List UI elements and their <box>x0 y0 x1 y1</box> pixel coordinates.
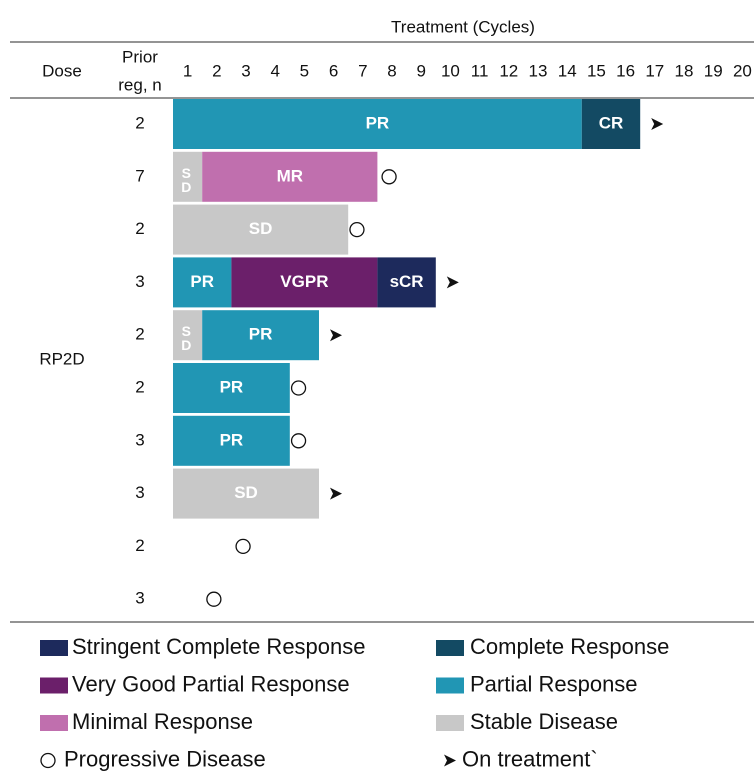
x-tick-label: 11 <box>471 61 489 80</box>
response-segment <box>202 151 378 202</box>
x-tick-label: 16 <box>616 61 635 80</box>
x-tick-label: 6 <box>329 61 338 80</box>
prior-header: Prior <box>122 47 158 66</box>
segment-label: CR <box>599 113 624 132</box>
prior-header: reg, n <box>118 75 161 94</box>
response-segment <box>377 257 436 308</box>
segment-label: SD <box>234 483 258 502</box>
response-segment <box>202 310 319 361</box>
legend-label: Complete Response <box>470 634 669 659</box>
legend-swatch <box>436 715 464 731</box>
legend-label: Stable Disease <box>470 709 618 734</box>
x-tick-label: 19 <box>704 61 723 80</box>
response-segment <box>173 415 290 466</box>
x-tick-label: 1 <box>183 61 192 80</box>
x-tick-label: 8 <box>387 61 396 80</box>
prior-regimens: 2 <box>135 536 144 555</box>
segment-label: SD <box>178 323 194 351</box>
x-tick-label: 13 <box>529 61 548 80</box>
segment-label: MR <box>277 166 303 185</box>
response-segment <box>173 468 319 519</box>
x-tick-label: 12 <box>499 61 518 80</box>
progressive-disease <box>290 380 307 396</box>
prior-regimens: 3 <box>135 272 144 291</box>
progressive-disease <box>290 433 307 449</box>
x-tick-label: 3 <box>241 61 250 80</box>
on-treatment-arrow <box>446 276 459 289</box>
x-tick-label: 7 <box>358 61 367 80</box>
response-segment <box>173 151 203 202</box>
progressive-disease <box>349 221 365 238</box>
prior-regimens: 2 <box>135 377 144 396</box>
x-tick-label: 20 <box>733 61 752 80</box>
prior-regimens: 2 <box>135 113 144 132</box>
response-segment <box>173 310 203 361</box>
segment-label: SD <box>249 219 273 238</box>
legend-swatch <box>40 715 68 731</box>
legend-swatch <box>40 640 68 656</box>
on-treatment-arrow <box>444 754 456 767</box>
progressive-disease <box>381 169 397 185</box>
response-segment <box>173 257 232 308</box>
response-segment <box>173 99 582 149</box>
legend-label: Very Good Partial Response <box>72 671 350 696</box>
progressive-disease <box>206 591 222 607</box>
segment-label: PR <box>190 272 214 291</box>
prior-regimens: 7 <box>135 166 144 185</box>
on-treatment-arrow <box>330 329 342 342</box>
segment-label: VGPR <box>280 272 328 291</box>
chart-title: Treatment (Cycles) <box>391 17 535 36</box>
response-segment <box>173 363 290 413</box>
response-segment <box>173 204 349 255</box>
segment-label: PR <box>366 113 390 132</box>
prior-regimens: 3 <box>135 483 144 502</box>
segment-label: PR <box>220 430 244 449</box>
progressive-disease <box>235 538 251 555</box>
legend-label: Progressive Disease <box>64 746 266 771</box>
response-segment <box>231 257 378 308</box>
x-tick-label: 9 <box>416 61 425 80</box>
legend-label: Minimal Response <box>72 709 253 734</box>
x-tick-label: 10 <box>441 61 460 80</box>
x-tick-label: 17 <box>645 61 664 80</box>
x-tick-label: 18 <box>675 61 694 80</box>
x-tick-label: 14 <box>558 61 577 80</box>
x-tick-label: 2 <box>212 61 221 80</box>
segment-label: PR <box>249 325 273 344</box>
response-segment <box>581 99 641 149</box>
segment-label: sCR <box>390 272 424 291</box>
x-tick-label: 5 <box>300 61 309 80</box>
legend-label: Stringent Complete Response <box>72 634 366 659</box>
segment-label: SD <box>178 165 194 193</box>
legend-swatch <box>436 677 464 694</box>
prior-regimens: 3 <box>135 430 144 449</box>
x-tick-label: 15 <box>587 61 606 80</box>
segment-label: PR <box>220 377 244 396</box>
prior-regimens: 2 <box>135 325 144 344</box>
dose-label: RP2D <box>39 349 84 368</box>
on-treatment-arrow <box>330 487 342 500</box>
legend-label: On treatment` <box>462 746 598 771</box>
dose-header: Dose <box>42 61 82 80</box>
legend-swatch <box>40 677 68 694</box>
legend-swatch <box>436 640 464 656</box>
legend-circle <box>40 752 56 769</box>
on-treatment-arrow <box>651 118 664 130</box>
x-tick-label: 4 <box>270 61 279 80</box>
prior-regimens: 3 <box>135 589 144 608</box>
prior-regimens: 2 <box>135 219 144 238</box>
legend-label: Partial Response <box>470 671 638 696</box>
